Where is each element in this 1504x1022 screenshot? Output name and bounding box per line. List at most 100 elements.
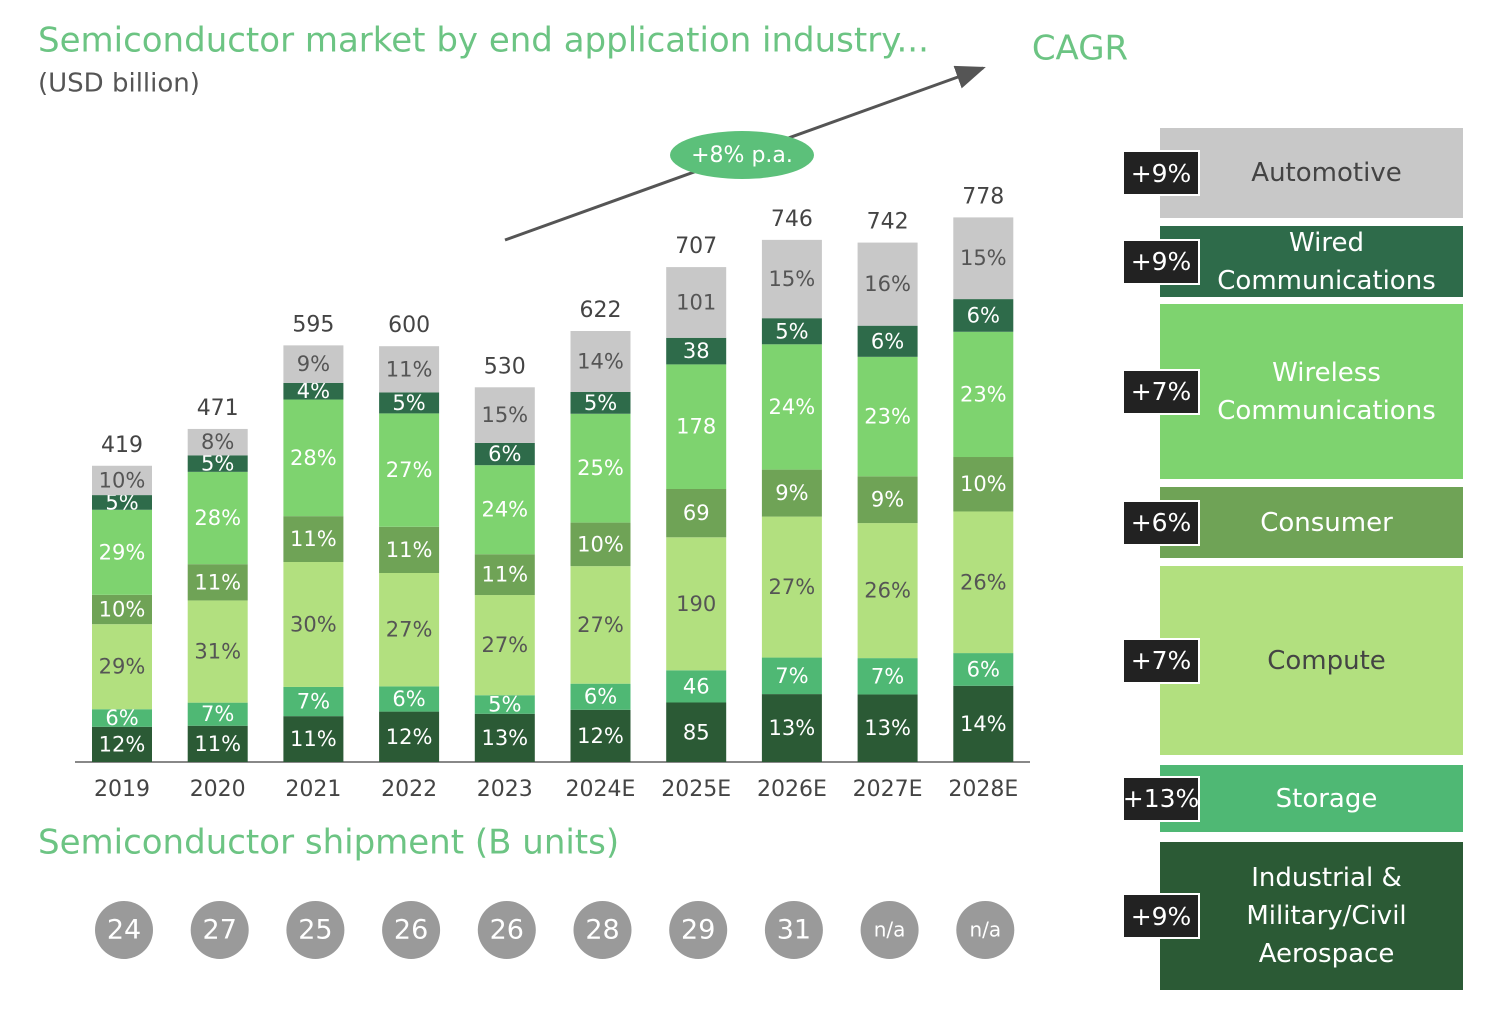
data-label: 11% — [194, 732, 241, 756]
legend-cagr: +13% — [1122, 775, 1200, 822]
trend-label: +8% p.a. — [691, 143, 793, 168]
bar-segment — [187, 455, 248, 472]
data-label: 6% — [584, 685, 617, 709]
data-label: 14% — [577, 349, 624, 373]
x-tick-label: 2026E — [757, 777, 827, 802]
bar-segment — [379, 686, 440, 712]
data-label: 11% — [290, 727, 337, 751]
x-tick-label: 2019 — [94, 777, 150, 802]
data-label: 12% — [99, 732, 146, 756]
bar-segment — [857, 476, 918, 524]
data-label: 25% — [577, 456, 624, 480]
legend-cagr: +9% — [1122, 893, 1200, 939]
legend-cagr: +9% — [1122, 238, 1200, 285]
bar-segment — [761, 239, 822, 319]
data-label: 46 — [683, 674, 710, 698]
bar-segment — [570, 391, 631, 414]
bar-segment — [187, 471, 248, 565]
data-label: 10% — [960, 472, 1007, 496]
data-label: 6% — [967, 303, 1000, 327]
bar-segment — [570, 683, 631, 710]
legend-box: Wireless Communications — [1160, 304, 1463, 479]
data-label: 10% — [577, 532, 624, 556]
bar-segment — [379, 711, 440, 762]
data-label: 13% — [769, 716, 816, 740]
shipment-badge — [477, 901, 536, 959]
bar-segment — [666, 337, 727, 365]
data-label: 8% — [201, 430, 234, 454]
data-label: 23% — [960, 382, 1007, 406]
data-label: 9% — [775, 481, 808, 505]
bar-segment — [379, 346, 440, 393]
data-label: 27% — [386, 458, 433, 482]
bar-segment — [474, 713, 535, 762]
shipment-badge — [573, 901, 632, 959]
bar-segment — [953, 299, 1014, 332]
bar-segment — [953, 511, 1014, 654]
data-label: 16% — [864, 272, 911, 296]
legend-cagr: +9% — [1122, 150, 1200, 196]
x-tick-label: 2021 — [285, 777, 341, 802]
data-label: 12% — [386, 725, 433, 749]
shipment-label: 24 — [107, 915, 141, 946]
total-label: 600 — [388, 313, 430, 338]
bar-segment — [379, 413, 440, 527]
bar-segment — [857, 242, 918, 326]
x-tick-label: 2024E — [566, 777, 636, 802]
data-label: 5% — [775, 319, 808, 343]
data-label: 6% — [392, 687, 425, 711]
bar-segment — [666, 537, 727, 671]
data-label: 69 — [683, 501, 710, 525]
shipment-label: n/a — [969, 918, 1001, 942]
data-label: 190 — [676, 592, 716, 616]
x-tick-label: 2028E — [948, 777, 1018, 802]
data-label: 5% — [201, 452, 234, 476]
bar-segment — [92, 726, 152, 762]
x-tick-label: 2022 — [381, 777, 437, 802]
bar-segment — [666, 489, 727, 538]
data-label: 85 — [683, 720, 710, 744]
bar-segment — [283, 686, 344, 717]
legend-box: Storage — [1160, 765, 1463, 832]
data-label: 31% — [194, 640, 241, 664]
data-label: 6% — [105, 706, 138, 730]
shipment-label: 28 — [585, 915, 619, 946]
bar-segment — [283, 516, 344, 563]
bar-segment — [187, 702, 248, 726]
bar-segment — [187, 600, 248, 703]
data-label: 6% — [967, 657, 1000, 681]
bar-segment — [570, 522, 631, 567]
data-label: 9% — [871, 488, 904, 512]
bar-segment — [570, 709, 631, 762]
legend-box: Consumer — [1160, 487, 1463, 558]
legend-cagr: +6% — [1122, 499, 1200, 546]
shipment-badge — [95, 901, 153, 959]
data-label: 27% — [577, 613, 624, 637]
shipment-label: 27 — [203, 915, 237, 946]
total-label: 471 — [197, 396, 239, 421]
data-label: 4% — [297, 379, 330, 403]
data-label: 27% — [481, 633, 528, 657]
bar-segment — [283, 399, 344, 517]
data-label: 7% — [201, 702, 234, 726]
shipment-badge — [190, 901, 249, 959]
shipment-badge — [764, 901, 823, 959]
bar-segment — [474, 465, 535, 555]
data-label: 6% — [871, 329, 904, 353]
data-label: 11% — [194, 570, 241, 594]
bar-segment — [857, 523, 918, 659]
bar-segment — [474, 695, 535, 714]
bar-segment — [666, 267, 727, 338]
data-label: 24% — [481, 498, 528, 522]
data-label: 30% — [290, 612, 337, 636]
bar-segment — [92, 594, 152, 625]
shipment-badge — [956, 901, 1015, 959]
bar-segment — [283, 382, 344, 400]
data-label: 24% — [769, 395, 816, 419]
bar-segment — [953, 331, 1014, 458]
bar-segment — [92, 709, 152, 727]
data-label: 38 — [683, 339, 710, 363]
data-label: 10% — [99, 468, 146, 492]
